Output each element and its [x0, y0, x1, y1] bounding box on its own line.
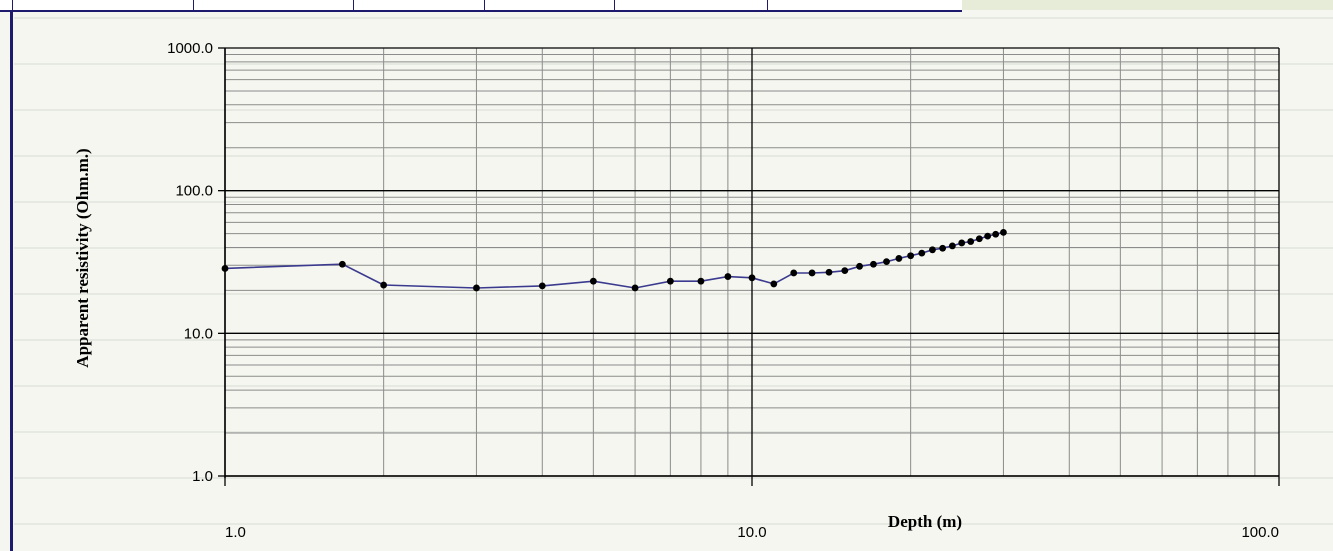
data-point [473, 284, 480, 292]
cell-divider [767, 0, 768, 10]
x-tick-label: 100.0 [1241, 524, 1279, 541]
x-tick-labels: 1.0 10.0 100.0 [225, 524, 1279, 541]
data-point [790, 269, 798, 277]
data-point [589, 277, 597, 285]
spreadsheet-top-right-area [962, 0, 1333, 10]
y-tick-labels: 1.0 10.0 100.0 1000.0 [167, 40, 213, 485]
data-point [958, 239, 966, 247]
data-point [939, 244, 947, 252]
data-point [1000, 228, 1007, 236]
y-tick-label: 1.0 [192, 468, 213, 485]
data-series [221, 228, 1007, 292]
data-point [856, 262, 863, 270]
data-point [984, 232, 992, 240]
major-gridlines [224, 47, 1280, 477]
data-point [841, 267, 849, 275]
y-tick-label: 10.0 [184, 325, 213, 342]
data-point [948, 242, 956, 250]
data-point [929, 246, 936, 254]
data-point [907, 252, 915, 260]
data-point [918, 249, 926, 257]
data-point [631, 284, 639, 292]
data-point [697, 277, 705, 285]
data-point [895, 255, 903, 262]
cell-divider [12, 0, 13, 10]
x-tick-label: 1.0 [225, 524, 246, 541]
y-tick-label: 1000.0 [167, 40, 213, 57]
cell-divider [193, 0, 194, 10]
data-point [870, 260, 877, 268]
cell-divider [614, 0, 615, 10]
data-point [967, 238, 975, 245]
data-point [748, 274, 756, 282]
plot-axes [218, 47, 1280, 486]
y-tick-label: 100.0 [175, 183, 213, 200]
cell-divider [353, 0, 354, 10]
data-point [538, 282, 546, 290]
y-axis-title: Apparent resistivity (Ohm.m.) [73, 148, 92, 367]
data-point [992, 230, 1000, 238]
cell-divider [484, 0, 485, 10]
data-point [975, 235, 983, 243]
data-point [825, 268, 833, 276]
data-point [808, 269, 816, 277]
data-point [380, 281, 388, 289]
x-tick-label: 10.0 [737, 524, 766, 541]
data-point [338, 260, 346, 268]
data-point [770, 280, 778, 288]
data-point [724, 273, 732, 280]
data-point [883, 258, 890, 266]
spreadsheet-left-border [10, 10, 13, 551]
spreadsheet-top-strip [0, 0, 962, 12]
data-point [666, 277, 674, 285]
data-point [221, 265, 229, 272]
x-axis-title: Depth (m) [888, 512, 962, 531]
background-gridlines [14, 17, 1333, 525]
minor-gridlines [225, 48, 1279, 476]
